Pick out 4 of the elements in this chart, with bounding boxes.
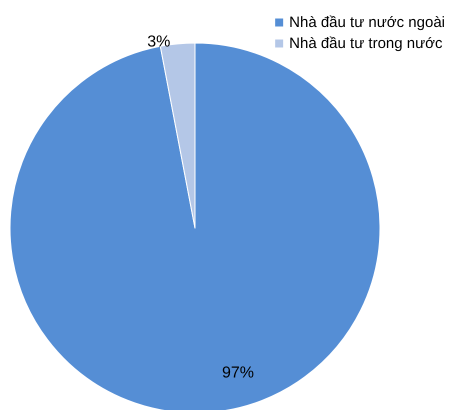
data-label: 3% (147, 33, 170, 50)
legend-label: Nhà đầu tư nước ngoài (289, 14, 446, 31)
legend-label: Nhà đầu tư trong nước (289, 35, 443, 52)
data-label: 97% (222, 364, 254, 382)
